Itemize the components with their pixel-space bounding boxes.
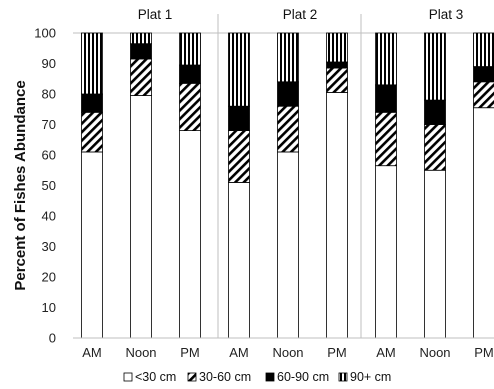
bar-segment[interactable] bbox=[375, 32, 397, 86]
x-tick-label: PM bbox=[474, 345, 494, 360]
bar-segment[interactable] bbox=[473, 81, 494, 109]
bar-segment[interactable] bbox=[424, 169, 446, 339]
bar-segment[interactable] bbox=[473, 66, 494, 83]
x-tick-label: Noon bbox=[272, 345, 303, 360]
legend-swatch bbox=[187, 372, 197, 382]
bar-segment[interactable] bbox=[228, 32, 250, 107]
group-label: Plat 3 bbox=[429, 7, 464, 22]
legend-label: 90+ cm bbox=[350, 370, 391, 384]
bar-segment[interactable] bbox=[424, 32, 446, 101]
x-tick-label: AM bbox=[229, 345, 249, 360]
y-tick-label: 30 bbox=[42, 239, 56, 254]
bar-segment[interactable] bbox=[228, 105, 250, 131]
bar-segment[interactable] bbox=[179, 82, 201, 132]
bar-segment[interactable] bbox=[375, 84, 397, 113]
bar-segment[interactable] bbox=[473, 32, 494, 67]
bar-segment[interactable] bbox=[130, 58, 152, 96]
bar-segment[interactable] bbox=[179, 64, 201, 84]
bar-segment[interactable] bbox=[326, 92, 348, 339]
x-tick-label: PM bbox=[327, 345, 347, 360]
y-tick-label: 100 bbox=[34, 26, 56, 41]
legend-label: <30 cm bbox=[135, 370, 176, 384]
legend-swatch bbox=[123, 372, 133, 382]
bar-segment[interactable] bbox=[424, 99, 446, 125]
bar-segment[interactable] bbox=[473, 107, 494, 339]
y-tick-label: 80 bbox=[42, 87, 56, 102]
bar-segment[interactable] bbox=[375, 165, 397, 339]
bar-segment[interactable] bbox=[130, 43, 152, 60]
x-tick-label: Noon bbox=[419, 345, 450, 360]
bar-segment[interactable] bbox=[326, 61, 348, 69]
bar-segment[interactable] bbox=[81, 151, 103, 339]
bar-segment[interactable] bbox=[130, 95, 152, 339]
y-tick-label: 40 bbox=[42, 209, 56, 224]
bar-segment[interactable] bbox=[228, 182, 250, 339]
x-tick-label: AM bbox=[82, 345, 102, 360]
bar-segment[interactable] bbox=[228, 130, 250, 183]
group-label: Plat 2 bbox=[283, 7, 318, 22]
y-tick-label: 0 bbox=[49, 331, 56, 346]
bar-segment[interactable] bbox=[179, 130, 201, 339]
legend-swatch bbox=[265, 372, 275, 382]
y-tick-label: 50 bbox=[42, 178, 56, 193]
y-tick-label: 70 bbox=[42, 117, 56, 132]
x-tick-label: Noon bbox=[125, 345, 156, 360]
group-label: Plat 1 bbox=[138, 7, 173, 22]
bar-segment[interactable] bbox=[277, 32, 299, 83]
bar-segment[interactable] bbox=[130, 32, 152, 45]
bar-segment[interactable] bbox=[277, 105, 299, 153]
x-tick-label: PM bbox=[180, 345, 200, 360]
y-tick-label: 90 bbox=[42, 56, 56, 71]
bar-segment[interactable] bbox=[81, 93, 103, 113]
y-tick-label: 10 bbox=[42, 300, 56, 315]
y-tick-label: 60 bbox=[42, 148, 56, 163]
x-tick-label: AM bbox=[376, 345, 396, 360]
y-axis-label: Percent of Fishes Abundance bbox=[12, 80, 29, 290]
legend-swatch bbox=[338, 372, 348, 382]
bar-segment[interactable] bbox=[277, 81, 299, 107]
y-tick-label: 20 bbox=[42, 270, 56, 285]
bar-segment[interactable] bbox=[81, 111, 103, 153]
bar-segment[interactable] bbox=[81, 32, 103, 95]
bar-segment[interactable] bbox=[424, 124, 446, 171]
bar-segment[interactable] bbox=[375, 111, 397, 167]
legend-label: 60-90 cm bbox=[277, 370, 329, 384]
bar-segment[interactable] bbox=[277, 151, 299, 339]
bar-segment[interactable] bbox=[326, 32, 348, 63]
legend-label: 30-60 cm bbox=[199, 370, 251, 384]
bar-segment[interactable] bbox=[326, 67, 348, 93]
bar-segment[interactable] bbox=[179, 32, 201, 66]
